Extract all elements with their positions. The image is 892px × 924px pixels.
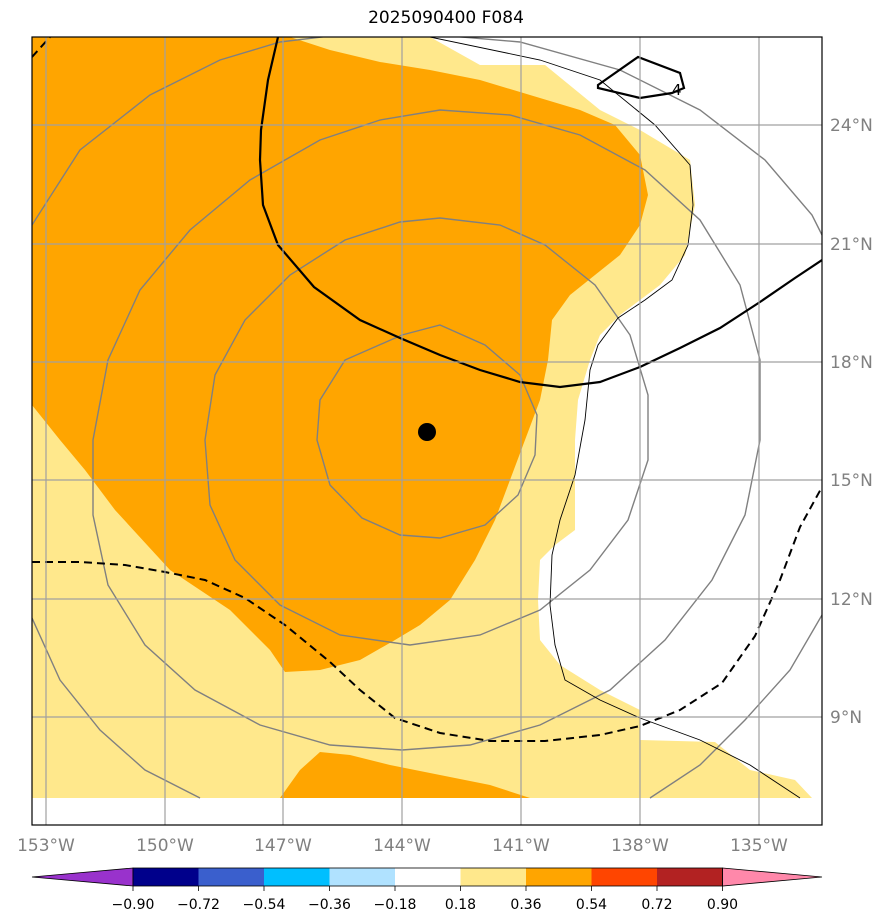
gray-contour-ring-4-left (32, 617, 201, 799)
lon-label: 153°W (17, 836, 75, 856)
lon-label: 150°W (136, 836, 194, 856)
colorbar-tick-label: −0.36 (308, 897, 351, 913)
gray-contour-ring-4-lower (649, 614, 822, 799)
colorbar-tick-label: 0.90 (707, 897, 738, 913)
map-frame (31, 36, 823, 826)
colorbar-tick-label: −0.72 (177, 897, 220, 913)
lat-label: 15°N (830, 471, 873, 491)
colorbar-ticks (132, 886, 723, 891)
map-title: 2025090400 F084 (368, 8, 524, 28)
lat-label: 9°N (830, 708, 862, 728)
colorbar-segment (526, 868, 592, 886)
colorbar-segment (591, 868, 657, 886)
colorbar-tick-label: −0.90 (112, 897, 155, 913)
colorbar-segment (264, 868, 330, 886)
storm-center-marker (418, 423, 436, 441)
lon-label: 147°W (254, 836, 312, 856)
black-contour-small (596, 55, 686, 100)
graticule (32, 37, 822, 825)
shading-orange-lower (280, 752, 530, 798)
thin-black-contour (429, 37, 801, 799)
dashed-contour-main (32, 486, 822, 742)
colorbar-segment (657, 868, 723, 886)
contour-label: 4 (672, 81, 682, 99)
colorbar-labels: −0.90 −0.72 −0.54 −0.36 −0.18 0.18 0.36 … (112, 897, 739, 913)
colorbar-tick-label: 0.72 (641, 897, 672, 913)
shading-orange (32, 37, 648, 672)
longitude-labels: 153°W 150°W 147°W 144°W 141°W 138°W 135°… (17, 836, 788, 856)
lon-label: 144°W (373, 836, 431, 856)
lat-label: 21°N (830, 235, 873, 255)
lat-label: 18°N (830, 353, 873, 373)
colorbar-segment (329, 868, 395, 886)
gray-contours (32, 37, 822, 799)
map-panel: 4 (32, 37, 822, 825)
colorbar-tick-label: −0.18 (374, 897, 417, 913)
lon-label: 138°W (611, 836, 669, 856)
colorbar-tick-label: 0.36 (510, 897, 541, 913)
gray-contour-ring-4 (32, 37, 822, 236)
gray-contour-ring-1 (316, 324, 538, 539)
latitude-labels: 24°N 21°N 18°N 15°N 12°N 9°N (830, 116, 873, 728)
lat-label: 24°N (830, 116, 873, 136)
lon-label: 141°W (492, 836, 550, 856)
gray-contour-ring-2 (204, 217, 649, 646)
colorbar-segment (133, 868, 199, 886)
lat-label: 12°N (830, 590, 873, 610)
colorbar-extend-low (31, 867, 134, 887)
colorbar-frame (132, 867, 723, 887)
colorbar-extend-high (722, 867, 823, 887)
colorbar-segment (198, 868, 264, 886)
colorbar-tick-label: −0.54 (243, 897, 286, 913)
colorbar-segment (460, 868, 526, 886)
colorbar-tick-label: 0.18 (445, 897, 476, 913)
colorbar-tick-label: 0.54 (576, 897, 607, 913)
dashed-contour-top-left (32, 37, 51, 58)
dashed-contours (32, 37, 822, 742)
colorbar-segment (395, 868, 461, 886)
colorbar: −0.90 −0.72 −0.54 −0.36 −0.18 0.18 0.36 … (31, 867, 823, 913)
lon-label: 135°W (730, 836, 788, 856)
